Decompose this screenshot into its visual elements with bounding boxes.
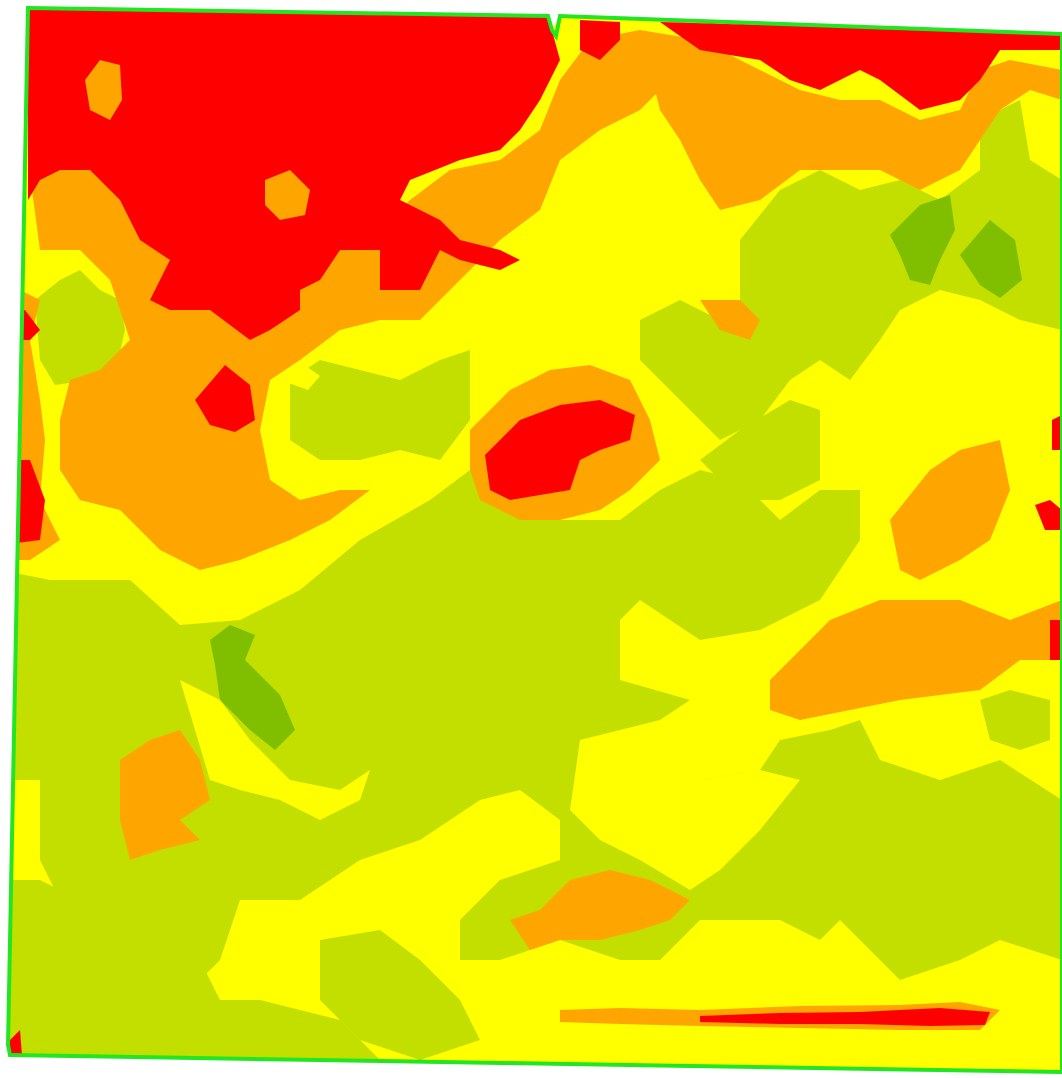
zone-red-right-edge-1 [1035, 500, 1062, 530]
field-boundary [5, 5, 1062, 1075]
zone-light-green-bottom-left [8, 880, 380, 1060]
zone-light-green-right-band [700, 400, 820, 500]
zone-light-green-bottom-mid [320, 930, 480, 1060]
zone-yellow-inner-3 [280, 362, 320, 390]
zone-light-green-right-patch [980, 690, 1050, 750]
zone-orange-lower-left [120, 730, 210, 860]
zone-orange-island-2 [265, 170, 310, 220]
zone-light-green-upper-right [640, 100, 1062, 440]
zone-red-bottom-left-corner [10, 1030, 22, 1055]
zone-red-center [485, 400, 635, 500]
zone-red-right-edge-3 [1050, 620, 1062, 660]
zone-light-green-center [8, 470, 1062, 1000]
zone-dark-green-left [210, 625, 295, 750]
zone-yellow-inner-1 [180, 680, 370, 820]
zone-red-mid-left [195, 365, 255, 432]
zone-light-green-mid-blob [290, 350, 470, 460]
zone-yellow-inner-2 [570, 740, 800, 890]
zone-dark-green-upper-right-1 [890, 195, 955, 285]
zone-light-green-left-blob [35, 270, 125, 385]
zone-orange-island-1 [85, 60, 122, 120]
zone-orange-top-right [640, 30, 1062, 210]
zone-orange-top-left [28, 30, 680, 570]
zone-dark-green-upper-right-2 [960, 220, 1022, 298]
zone-orange-right-notch [700, 300, 760, 340]
zone-orange-right-mid [890, 440, 1010, 580]
zone-orange-right-lower [770, 600, 1062, 720]
zone-red-top-mid [580, 20, 620, 60]
zone-red-right-edge-2 [1052, 415, 1062, 450]
zone-red-top-right [660, 22, 1062, 110]
zone-orange-bottom-center [510, 870, 690, 950]
zone-red-bottom-streak [700, 1008, 990, 1026]
